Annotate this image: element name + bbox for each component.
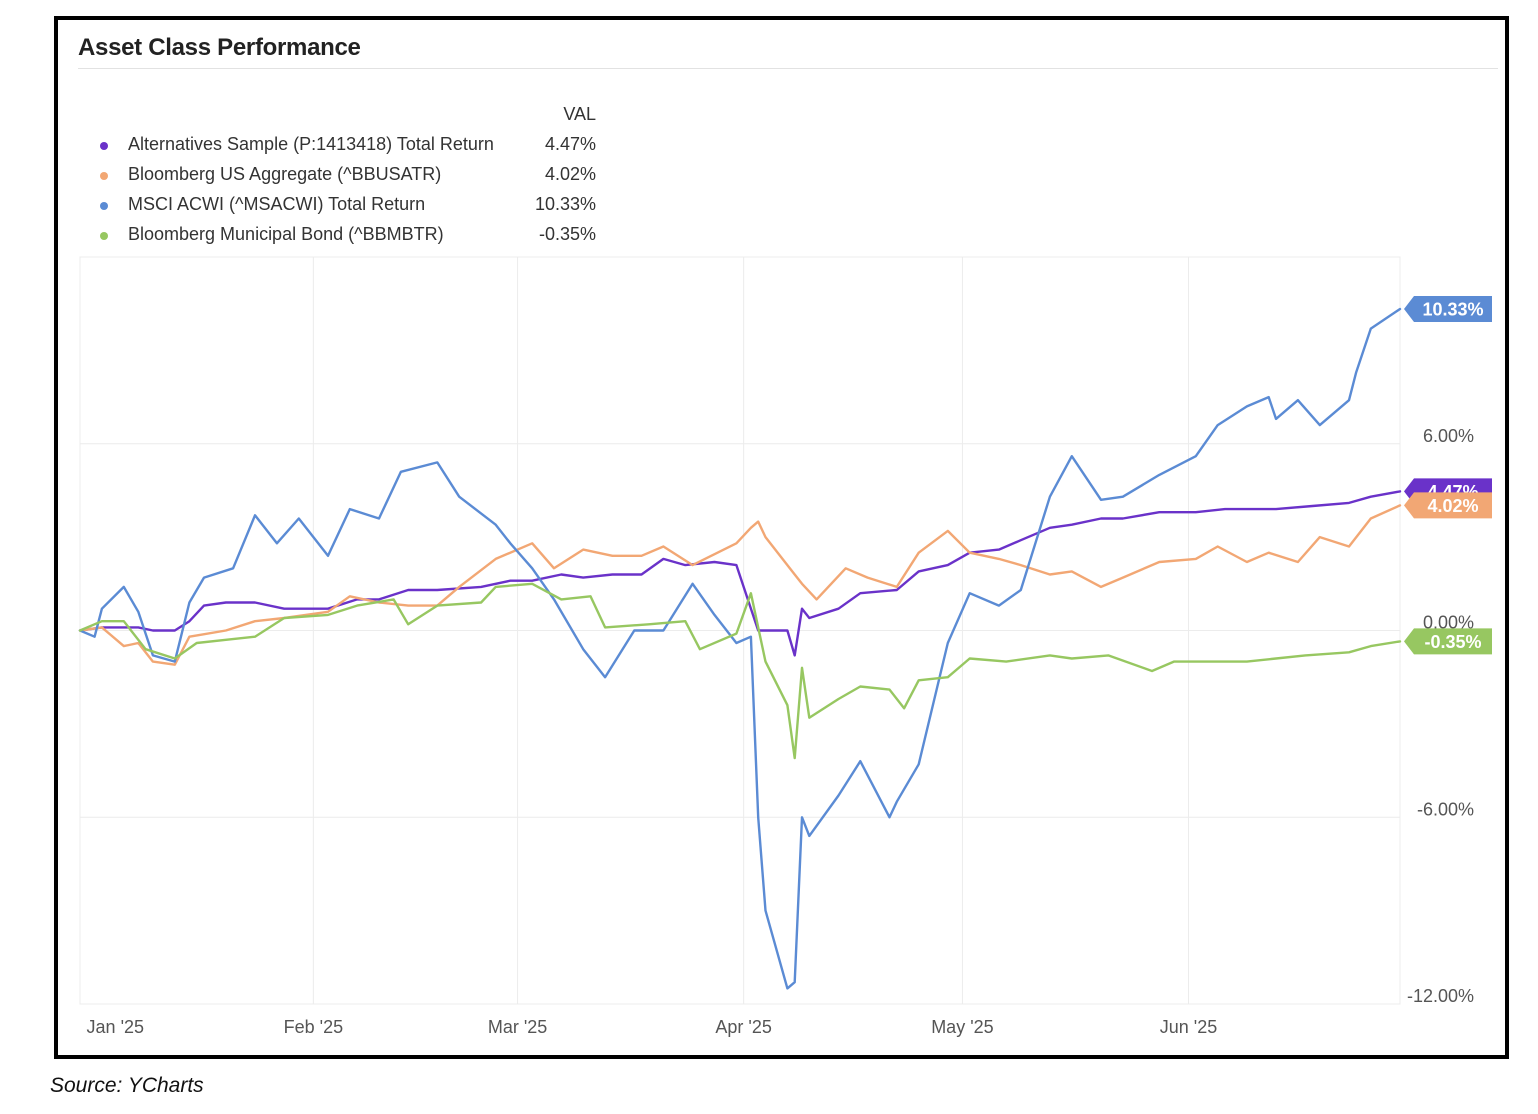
chart-title: Asset Class Performance	[78, 34, 361, 61]
legend-value: 10.33%	[534, 194, 596, 214]
x-tick-label: Feb '25	[284, 1017, 343, 1037]
legend-item-alternatives[interactable]: Alternatives Sample (P:1413418) Total Re…	[100, 134, 600, 158]
chart-frame	[54, 16, 1509, 1059]
series-line-0	[78, 490, 1402, 657]
legend-item-municipal-bond[interactable]: Bloomberg Municipal Bond (^BBMBTR) -0.35…	[100, 224, 600, 248]
end-value-tag	[1404, 628, 1492, 655]
source-note: Source: YCharts	[50, 1074, 204, 1097]
series-line-2	[78, 307, 1402, 990]
y-tick-label: -6.00%	[1417, 799, 1474, 819]
end-value-label: 10.33%	[1422, 299, 1483, 319]
legend-value: 4.02%	[544, 164, 596, 184]
y-tick-label: -12.00%	[1407, 986, 1474, 1006]
x-tick-label: May '25	[931, 1017, 993, 1037]
legend-item-us-aggregate[interactable]: Bloomberg US Aggregate (^BBUSATR) 4.02%	[100, 164, 600, 188]
end-value-tag	[1404, 492, 1492, 519]
legend-dot-icon	[100, 202, 108, 210]
x-tick-label: Jan '25	[87, 1017, 144, 1037]
x-tick-label: Apr '25	[715, 1017, 771, 1037]
y-tick-label: 0.00%	[1423, 613, 1474, 633]
end-value-label: -0.35%	[1424, 632, 1481, 652]
end-value-label: 4.02%	[1427, 496, 1478, 516]
title-divider	[78, 68, 1498, 69]
x-tick-label: Mar '25	[488, 1017, 547, 1037]
legend-label: Alternatives Sample (P:1413418) Total Re…	[128, 134, 494, 154]
y-tick-label: 6.00%	[1423, 426, 1474, 446]
legend-label: Bloomberg US Aggregate (^BBUSATR)	[128, 164, 442, 184]
legend-label: MSCI ACWI (^MSACWI) Total Return	[128, 194, 426, 214]
legend-dot-icon	[100, 232, 108, 240]
legend-dot-icon	[100, 172, 108, 180]
legend-value: 4.47%	[544, 134, 596, 154]
end-value-tag	[1404, 295, 1492, 322]
legend-header: VAL	[563, 104, 596, 124]
x-tick-label: Jun '25	[1160, 1017, 1217, 1037]
legend-value: -0.35%	[538, 224, 596, 244]
legend-label: Bloomberg Municipal Bond (^BBMBTR)	[128, 224, 444, 244]
legend-dot-icon	[100, 142, 108, 150]
legend-item-msci-acwi[interactable]: MSCI ACWI (^MSACWI) Total Return 10.33%	[100, 194, 600, 218]
series-line-1	[78, 504, 1402, 666]
series-line-3	[78, 582, 1402, 760]
